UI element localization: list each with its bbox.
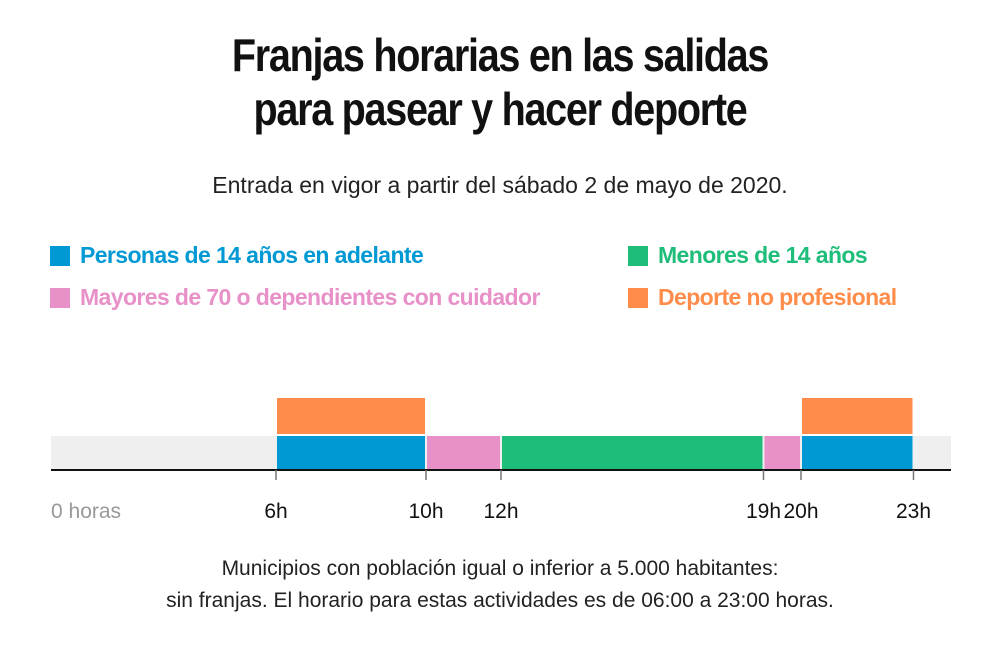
- title-line-1: Franjas horarias en las salidas: [231, 29, 769, 81]
- bar-segment-personas: [802, 436, 913, 470]
- chart-title: Franjas horarias en las salidas para pas…: [70, 28, 930, 136]
- legend-label: Menores de 14 años: [658, 242, 868, 268]
- bar-segment-personas: [277, 436, 425, 470]
- chart-footnote: Municipios con población igual o inferio…: [0, 553, 1000, 617]
- bar-segment-deporte: [802, 398, 913, 434]
- x-tick-label: 10h: [408, 500, 443, 523]
- bar-segment-deporte: [277, 398, 425, 434]
- x-tick-label: 0 horas: [51, 500, 121, 523]
- legend-item-deporte: Deporte no profesional: [628, 284, 897, 311]
- legend-swatch: [50, 245, 70, 266]
- legend-item-personas: Personas de 14 años en adelante: [50, 242, 424, 269]
- footnote-line-2: sin franjas. El horario para estas activ…: [166, 589, 834, 612]
- footnote-line-1: Municipios con población igual o inferio…: [221, 557, 779, 580]
- legend-label: Deporte no profesional: [658, 284, 897, 310]
- x-tick-label: 19h: [746, 500, 781, 523]
- x-tick-label: 12h: [483, 500, 518, 523]
- legend-label: Mayores de 70 o dependientes con cuidado…: [80, 284, 540, 310]
- legend-item-menores: Menores de 14 años: [628, 242, 868, 269]
- legend-swatch: [50, 287, 70, 308]
- bar-segment-mayores: [427, 436, 500, 470]
- x-tick-label: 20h: [783, 500, 818, 523]
- bar-segment-mayores: [764, 436, 800, 470]
- legend-item-mayores: Mayores de 70 o dependientes con cuidado…: [50, 284, 540, 311]
- legend-swatch: [628, 245, 648, 266]
- x-tick-label: 23h: [896, 500, 931, 523]
- legend-swatch: [628, 287, 648, 308]
- legend-label: Personas de 14 años en adelante: [80, 242, 424, 268]
- chart-subtitle: Entrada en vigor a partir del sábado 2 d…: [212, 172, 788, 198]
- bar-segment-menores: [502, 436, 763, 470]
- title-line-2: para pasear y hacer deporte: [253, 83, 748, 135]
- background-band: [51, 436, 951, 470]
- x-tick-label: 6h: [264, 500, 287, 523]
